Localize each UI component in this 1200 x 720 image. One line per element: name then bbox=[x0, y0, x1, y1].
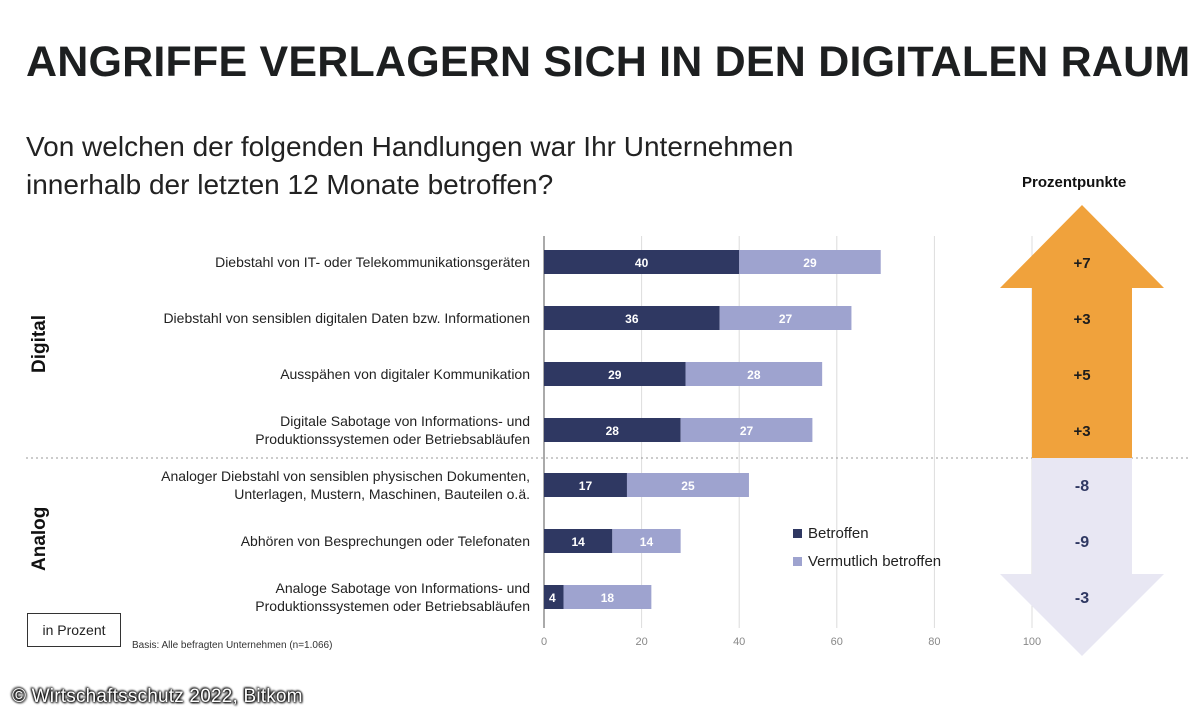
bar-betroffen bbox=[544, 306, 720, 330]
bar-vermutlich bbox=[680, 418, 813, 442]
bar-value-betroffen: 40 bbox=[635, 256, 649, 270]
survey-question: Von welchen der folgenden Handlungen war… bbox=[26, 128, 886, 204]
bar-value-vermutlich: 27 bbox=[740, 424, 754, 438]
x-tick-label-0: 0 bbox=[541, 636, 547, 648]
bar-value-betroffen: 14 bbox=[571, 535, 585, 549]
x-tick-label-100: 100 bbox=[1023, 636, 1041, 648]
question-line-2: innerhalb der letzten 12 Monate betroffe… bbox=[26, 169, 554, 200]
row-label-line: Produktionssystemen oder Betriebsabläufe… bbox=[255, 431, 530, 447]
row-label: Diebstahl von sensiblen digitalen Daten … bbox=[60, 309, 530, 327]
legend-item-betroffen: Betroffen bbox=[793, 525, 869, 542]
bar-vermutlich bbox=[739, 250, 881, 274]
bar-value-vermutlich: 27 bbox=[779, 312, 793, 326]
bar-value-betroffen: 36 bbox=[625, 312, 639, 326]
row-label-line: Diebstahl von sensiblen digitalen Daten … bbox=[163, 310, 530, 326]
row-label: Digitale Sabotage von Informations- und P… bbox=[60, 412, 530, 448]
bar-vermutlich bbox=[612, 529, 681, 553]
question-line-1: Von welchen der folgenden Handlungen war… bbox=[26, 131, 794, 162]
x-tick-label-80: 80 bbox=[928, 636, 940, 648]
row-label-line: Produktionssystemen oder Betriebsabläufe… bbox=[255, 598, 530, 614]
change-value: -8 bbox=[1075, 478, 1089, 495]
change-value: +5 bbox=[1073, 367, 1090, 384]
bar-vermutlich bbox=[563, 585, 652, 609]
down-arrow bbox=[1000, 458, 1164, 656]
change-value: -9 bbox=[1075, 534, 1089, 551]
bar-vermutlich bbox=[719, 306, 852, 330]
bar-betroffen bbox=[544, 529, 613, 553]
legend-swatch-vermutlich bbox=[793, 557, 802, 566]
bar-value-vermutlich: 14 bbox=[640, 535, 654, 549]
x-tick-label-40: 40 bbox=[733, 636, 745, 648]
bar-vermutlich bbox=[626, 473, 749, 497]
unit-label: in Prozent bbox=[27, 613, 121, 647]
legend-item-vermutlich: Vermutlich betroffen bbox=[793, 553, 941, 570]
bar-value-vermutlich: 18 bbox=[601, 591, 615, 605]
change-value: +3 bbox=[1073, 311, 1090, 328]
row-label-line: Ausspähen von digitaler Kommunikation bbox=[280, 366, 530, 382]
row-label: Analoge Sabotage von Informations- und Pr… bbox=[60, 579, 530, 615]
row-label-line: Abhören von Besprechungen oder Telefonat… bbox=[240, 533, 530, 549]
change-value: +3 bbox=[1073, 423, 1090, 440]
row-label-line: Analoge Sabotage von Informations- und bbox=[275, 580, 530, 596]
row-label: Diebstahl von IT- oder Telekommunikation… bbox=[60, 253, 530, 271]
copyright-credit: © Wirtschaftsschutz 2022, Bitkom bbox=[12, 686, 303, 707]
row-label-line: Unterlagen, Mustern, Maschinen, Bauteile… bbox=[234, 486, 530, 502]
row-label-line: Diebstahl von IT- oder Telekommunikation… bbox=[215, 254, 530, 270]
row-label: Analoger Diebstahl von sensiblen physisc… bbox=[60, 467, 530, 503]
x-tick-label-20: 20 bbox=[635, 636, 647, 648]
legend-swatch-betroffen bbox=[793, 529, 802, 538]
up-arrow bbox=[1000, 205, 1164, 458]
change-value: +7 bbox=[1073, 255, 1090, 272]
bar-betroffen bbox=[544, 585, 564, 609]
bar-value-betroffen: 17 bbox=[579, 479, 593, 493]
row-label: Abhören von Besprechungen oder Telefonat… bbox=[60, 532, 530, 550]
row-label-line: Analoger Diebstahl von sensiblen physisc… bbox=[161, 468, 530, 484]
change-header: Prozentpunkte bbox=[1022, 174, 1127, 191]
row-label: Ausspähen von digitaler Kommunikation bbox=[60, 365, 530, 383]
bar-betroffen bbox=[544, 418, 681, 442]
bar-betroffen bbox=[544, 473, 627, 497]
x-axis-ticks: 0 20 40 60 80 100 bbox=[541, 636, 1041, 648]
bar-value-betroffen: 28 bbox=[606, 424, 620, 438]
chart-title: ANGRIFFE VERLAGERN SICH IN DEN DIGITALEN… bbox=[26, 38, 1191, 86]
bar-value-betroffen: 29 bbox=[608, 368, 622, 382]
bar-betroffen bbox=[544, 362, 686, 386]
legend-label-betroffen: Betroffen bbox=[808, 525, 869, 542]
bar-value-vermutlich: 25 bbox=[681, 479, 695, 493]
row-label-line: Digitale Sabotage von Informations- und bbox=[280, 413, 530, 429]
x-tick-label-60: 60 bbox=[831, 636, 843, 648]
bar-betroffen bbox=[544, 250, 740, 274]
bars: 40 29 +7 36 27 +3 29 28 +5 28 27 +3 17 25 -8 14 14 -9 4 18 -… bbox=[544, 250, 1091, 609]
change-value: -3 bbox=[1075, 590, 1089, 607]
bar-value-betroffen: 4 bbox=[549, 591, 556, 605]
legend-label-vermutlich: Vermutlich betroffen bbox=[808, 553, 942, 570]
bar-value-vermutlich: 29 bbox=[803, 256, 817, 270]
bar-value-vermutlich: 28 bbox=[747, 368, 761, 382]
change-arrows bbox=[1000, 205, 1164, 656]
basis-note: Basis: Alle befragten Unternehmen (n=1.0… bbox=[132, 640, 333, 651]
bar-vermutlich bbox=[685, 362, 823, 386]
